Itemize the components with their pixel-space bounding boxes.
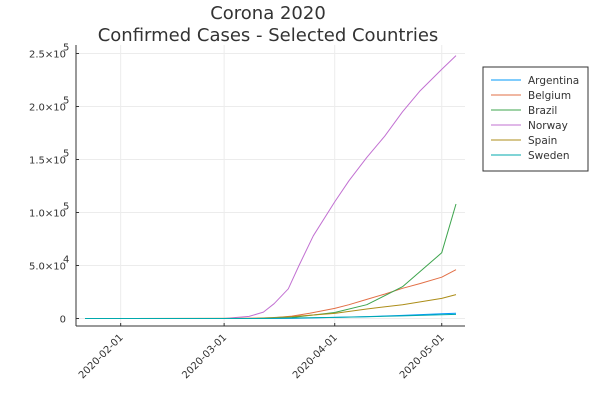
y-tick-exponent: 4: [63, 255, 69, 266]
series-line-brazil: [85, 203, 457, 319]
y-tick-exponent: 5: [63, 43, 69, 54]
legend-label: Argentina: [528, 75, 579, 87]
y-tick-exponent: 5: [63, 202, 69, 213]
x-tick-label: 2020-02-01: [77, 332, 126, 381]
y-tick-label: 2.5×10: [29, 50, 66, 61]
y-tick-label: 0: [60, 315, 66, 326]
series-line-belgium: [84, 269, 457, 319]
x-tick-label: 2020-04-01: [291, 332, 340, 381]
axes: 05.0×1041.0×1051.5×1052.0×1052.5×1052020…: [29, 43, 465, 381]
chart-title-line-2: Confirmed Cases - Selected Countries: [98, 25, 439, 46]
legend-label: Brazil: [528, 105, 557, 117]
series-line-sweden: [85, 313, 457, 319]
y-tick-label: 1.0×10: [29, 209, 66, 220]
y-tick-label: 1.5×10: [29, 156, 66, 167]
series-lines: [84, 55, 457, 319]
legend-box: [482, 66, 589, 172]
chart-title-line-1: Corona 2020: [210, 3, 326, 24]
y-tick-exponent: 5: [63, 149, 69, 160]
legend: Argentina Belgium Brazil Norway Spain Sweden: [482, 66, 589, 172]
legend-label: Spain: [528, 135, 557, 147]
legend-label: Norway: [528, 120, 568, 132]
legend-label: Belgium: [528, 90, 571, 102]
grid: [76, 45, 465, 326]
series-line-norway: [85, 55, 457, 319]
y-tick-label: 5.0×10: [29, 262, 66, 273]
y-tick-exponent: 5: [63, 96, 69, 107]
x-tick-label: 2020-03-01: [180, 332, 229, 381]
legend-label: Sweden: [528, 150, 570, 162]
chart-title: Corona 2020 Confirmed Cases - Selected C…: [98, 3, 439, 46]
x-tick-label: 2020-05-01: [398, 332, 447, 381]
y-tick-label: 2.0×10: [29, 103, 66, 114]
